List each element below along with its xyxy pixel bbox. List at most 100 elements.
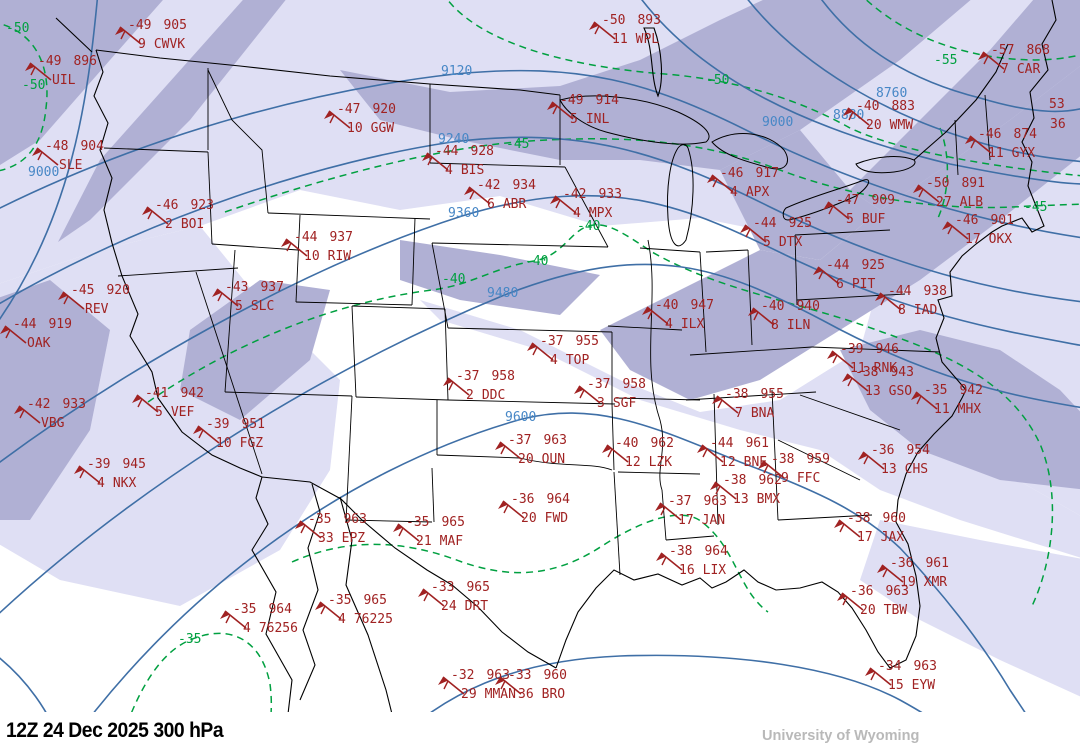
station-temp: -36 (511, 492, 535, 507)
station-height: 938 (923, 284, 947, 299)
station-temp: -37 (508, 433, 532, 448)
station-temp: -35 (233, 602, 257, 617)
station-plot: -37 963 17 JAN (655, 492, 727, 530)
station-height: 962 (758, 473, 782, 488)
station-plot: -43 937 5 SLC (212, 278, 284, 316)
station-id: SLE (59, 158, 83, 173)
wind-barb-icon (842, 373, 869, 392)
station-temp: -38 (855, 365, 879, 380)
station-height: 934 (512, 178, 536, 193)
station-line2: OAK (23, 334, 72, 353)
station-plot: -46 901 17 OKX (942, 211, 1014, 249)
station-temp: -35 (328, 593, 352, 608)
station-id: VBG (41, 416, 65, 431)
wind-barb-icon (32, 147, 59, 166)
station-line1: -49 905 (128, 16, 187, 35)
station-speed: 11 (612, 32, 628, 47)
wind-barb-icon (712, 395, 739, 414)
station-plot: -45 920 REV (58, 281, 130, 319)
station-speed: 20 (521, 511, 537, 526)
station-id: REV (85, 302, 109, 317)
station-id: ILN (786, 318, 811, 333)
station-plot: -46 874 11 GYX (965, 125, 1037, 163)
station-temp: -57 (991, 43, 1015, 58)
wind-barb-icon (655, 502, 682, 521)
station-height: 964 (704, 544, 728, 559)
height-contour-label: 9000 (762, 115, 794, 130)
station-line2: 2 BOI (165, 215, 214, 234)
station-speed: 15 (888, 678, 904, 693)
wind-barb-icon (656, 552, 683, 571)
station-speed: 20 (866, 118, 882, 133)
station-height: 937 (260, 280, 284, 295)
station-height: 958 (622, 377, 646, 392)
station-line1: -47 920 (337, 100, 396, 119)
station-temp: -40 (856, 99, 880, 114)
station-plot: -38 962 13 BMX (710, 471, 782, 509)
station-temp: -50 (926, 176, 950, 191)
station-temp: -38 (771, 452, 795, 467)
station-height: 919 (48, 317, 72, 332)
station-speed: 4 (243, 621, 251, 636)
station-speed: 7 (735, 406, 743, 421)
station-plot: -34 963 15 EYW (865, 657, 937, 695)
station-speed: 12 (625, 455, 641, 470)
station-fragment: 36 (1050, 117, 1066, 132)
station-id: OAK (27, 336, 51, 351)
station-id: JAN (701, 513, 726, 528)
station-plot: -35 942 11 MHX (911, 381, 983, 419)
station-plot: -42 933 4 MPX (550, 185, 622, 223)
station-line1: -48 904 (45, 137, 104, 156)
station-line2: 4 BIS (445, 161, 494, 180)
station-id: FFC (796, 471, 821, 486)
station-line1: -49 896 (38, 52, 97, 71)
station-height: 963 (543, 433, 567, 448)
station-temp: -44 (710, 436, 734, 451)
station-line1: -34 963 (878, 657, 937, 676)
height-contour-label: 9360 (448, 206, 480, 221)
station-line2: 2 DDC (466, 386, 515, 405)
station-id: INL (585, 112, 610, 127)
station-line1: -36 963 (850, 582, 909, 601)
station-id: OKX (988, 232, 1013, 247)
wind-barb-icon (547, 101, 574, 120)
station-id: BNA (750, 406, 775, 421)
wind-barb-icon (710, 481, 737, 500)
great-lakes (559, 95, 916, 247)
station-height: 958 (491, 369, 515, 384)
station-line2: 5 SLC (235, 297, 284, 316)
station-id: NKX (112, 476, 137, 491)
station-plot: -37 955 4 TOP (527, 332, 599, 370)
wind-barb-icon (58, 291, 85, 310)
wind-barb-icon (422, 152, 449, 171)
station-line1: -40 883 (856, 97, 915, 116)
station-plot: -36 963 20 TBW (837, 582, 909, 620)
station-plot: -46 923 2 BOI (142, 196, 214, 234)
station-speed: 6 (487, 197, 495, 212)
station-speed: 17 (857, 530, 873, 545)
station-speed: 16 (679, 563, 695, 578)
wind-barb-icon (602, 444, 629, 463)
station-line1: -44 938 (888, 282, 947, 301)
station-id: MMAN (484, 687, 516, 702)
station-line1: -42 933 (27, 395, 86, 414)
station-line2: 20 OUN (518, 450, 567, 469)
station-line1: -50 891 (926, 174, 985, 193)
station-line1: -35 965 (406, 513, 465, 532)
station-temp: -38 (847, 511, 871, 526)
isotherm-label: -40 (442, 272, 466, 287)
station-line1: -49 914 (560, 91, 619, 110)
station-plot: -35 965 21 MAF (393, 513, 465, 551)
station-line2: 5 DTX (763, 233, 812, 252)
station-speed: 13 (733, 492, 749, 507)
station-line2: 11 MHX (934, 400, 983, 419)
isotherm-label: -35 (178, 632, 202, 647)
station-temp: -37 (456, 369, 480, 384)
station-line1: -33 960 (508, 666, 567, 685)
station-plot: -39 946 11 RNK (827, 340, 899, 378)
wind-barb-icon (315, 601, 342, 620)
wind-barb-icon (942, 221, 969, 240)
station-line2: 9 FFC (781, 469, 830, 488)
station-temp: -41 (145, 386, 169, 401)
